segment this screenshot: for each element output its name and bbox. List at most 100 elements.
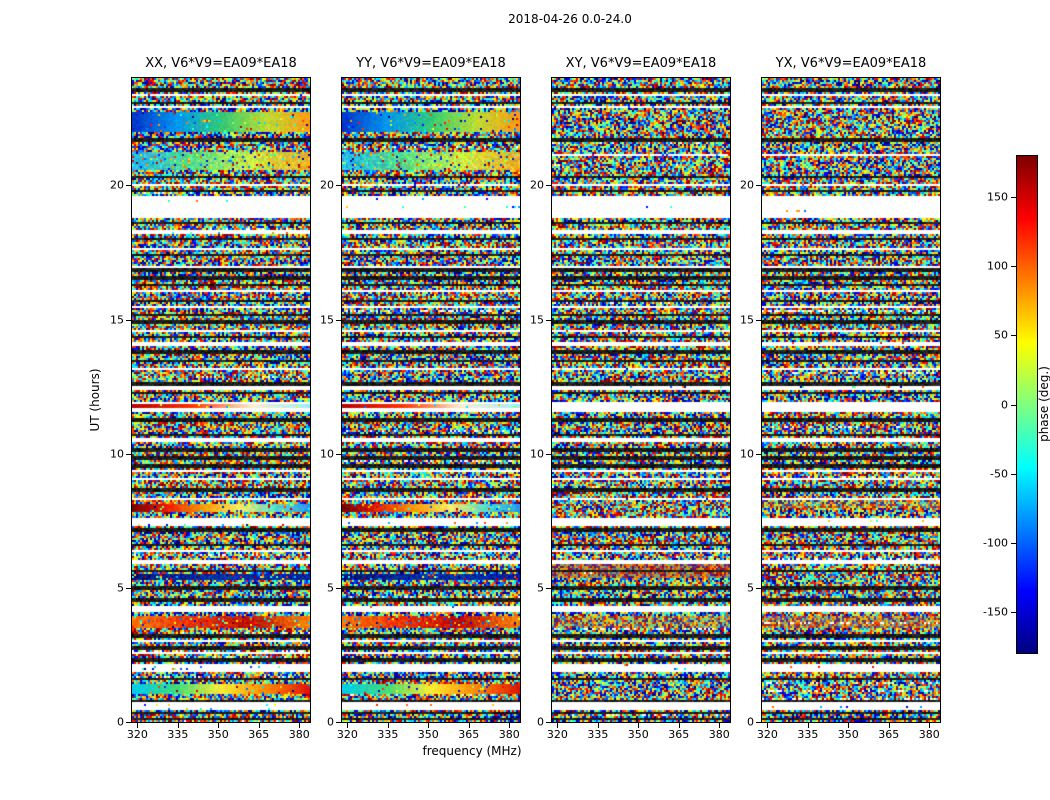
- x-tick-label: 350: [627, 728, 649, 741]
- y-tick-mark: [756, 722, 761, 723]
- x-axis-label: frequency (MHz): [422, 744, 522, 758]
- x-tick-mark: [387, 723, 389, 728]
- y-tick-label: 5: [537, 581, 544, 595]
- colorbar-tick-label: -50: [990, 467, 1008, 481]
- colorbar-tick-label: -150: [983, 605, 1008, 619]
- panel-yy: YY, V6*V9=EA09*EA18 320 335 350 365 380 0 5 10 1…: [320, 56, 521, 741]
- x-tick-label: 335: [377, 728, 399, 741]
- x-tick-label: 320: [756, 728, 778, 741]
- y-tick-mark: [126, 722, 131, 723]
- y-tick-mark: [126, 587, 131, 589]
- y-tick-label: 0: [747, 715, 754, 729]
- x-tick-mark: [767, 723, 769, 728]
- x-tick-mark: [509, 723, 511, 728]
- y-tick-label: 20: [110, 178, 124, 192]
- y-tick-mark: [336, 185, 341, 187]
- x-tick-mark: [299, 723, 301, 728]
- x-tick-label: 335: [797, 728, 819, 741]
- figure-title: 2018-04-26 0.0-24.0: [508, 12, 632, 26]
- x-tick-mark: [848, 723, 850, 728]
- y-tick-label: 10: [320, 447, 334, 461]
- y-tick-mark: [336, 722, 341, 723]
- colorbar: 150 100 50 0 -50 -100 -150: [983, 155, 1038, 654]
- x-tick-mark: [468, 723, 470, 728]
- x-tick-mark: [177, 723, 179, 728]
- colorbar-tick-label: 0: [1001, 398, 1008, 411]
- phase-heatmap-yx: [762, 78, 940, 722]
- x-tick-mark: [678, 723, 680, 728]
- colorbar-tick-mark: [1011, 473, 1016, 475]
- x-tick-label: 350: [837, 728, 859, 741]
- y-tick-label: 5: [117, 581, 124, 595]
- y-tick-mark: [336, 453, 341, 455]
- phase-heatmap-xx: [132, 78, 310, 722]
- y-tick-mark: [336, 587, 341, 589]
- panel-title-yx: YX, V6*V9=EA09*EA18: [775, 56, 927, 71]
- x-tick-mark: [719, 723, 721, 728]
- y-tick-label: 15: [320, 313, 334, 326]
- x-tick-label: 335: [587, 728, 609, 741]
- y-tick-label: 20: [740, 178, 754, 192]
- y-tick-label: 5: [747, 581, 754, 595]
- phase-heatmap-xy: [552, 78, 730, 722]
- colorbar-tick-label: 150: [987, 190, 1008, 204]
- colorbar-tick-label: 50: [994, 328, 1008, 342]
- y-axis-label: UT (hours): [88, 368, 102, 432]
- x-tick-mark: [597, 723, 599, 728]
- x-tick-label: 320: [336, 728, 358, 741]
- x-tick-label: 350: [207, 728, 229, 741]
- x-tick-mark: [218, 723, 220, 728]
- x-tick-mark: [428, 723, 430, 728]
- y-tick-label: 0: [537, 715, 544, 729]
- phase-heatmap-yy: [342, 78, 520, 722]
- panel-title-xy: XY, V6*V9=EA09*EA18: [565, 56, 717, 71]
- y-tick-label: 0: [327, 715, 334, 729]
- y-tick-label: 15: [530, 313, 544, 326]
- y-tick-mark: [546, 185, 551, 187]
- x-tick-mark: [347, 723, 349, 728]
- y-tick-label: 5: [327, 581, 334, 595]
- y-tick-mark: [756, 587, 761, 589]
- x-tick-label: 380: [708, 728, 730, 741]
- colorbar-tick-label: -100: [983, 536, 1008, 550]
- x-tick-label: 365: [248, 728, 270, 741]
- colorbar-gradient: [1017, 156, 1037, 653]
- y-tick-label: 0: [117, 715, 124, 729]
- y-tick-label: 15: [110, 313, 124, 326]
- y-tick-mark: [546, 319, 551, 321]
- colorbar-tick-mark: [1011, 611, 1016, 613]
- y-tick-mark: [126, 453, 131, 455]
- y-tick-mark: [336, 319, 341, 321]
- x-tick-label: 350: [417, 728, 439, 741]
- y-tick-mark: [126, 185, 131, 187]
- x-tick-mark: [929, 723, 931, 728]
- y-tick-mark: [126, 319, 131, 321]
- y-tick-mark: [756, 319, 761, 321]
- y-tick-label: 10: [530, 447, 544, 461]
- x-tick-mark: [888, 723, 890, 728]
- y-tick-mark: [546, 587, 551, 589]
- x-tick-label: 380: [498, 728, 520, 741]
- colorbar-tick-mark: [1011, 266, 1016, 268]
- x-tick-mark: [807, 723, 809, 728]
- colorbar-label: phase (deg.): [1037, 366, 1050, 442]
- y-tick-mark: [756, 185, 761, 187]
- x-tick-label: 380: [918, 728, 940, 741]
- y-tick-label: 20: [530, 178, 544, 192]
- x-tick-label: 380: [288, 728, 310, 741]
- y-tick-mark: [546, 453, 551, 455]
- x-tick-label: 365: [458, 728, 480, 741]
- panel-xx: XX, V6*V9=EA09*EA18 320 335 350 365 380 0 5 10 1…: [110, 56, 311, 741]
- x-tick-mark: [557, 723, 559, 728]
- colorbar-tick-mark: [1011, 197, 1016, 199]
- panel-yx: YX, V6*V9=EA09*EA18 320 335 350 365 380 0 5 10 1…: [740, 56, 941, 741]
- x-tick-label: 365: [878, 728, 900, 741]
- x-tick-label: 365: [668, 728, 690, 741]
- x-tick-label: 320: [126, 728, 148, 741]
- colorbar-tick-mark: [1011, 335, 1016, 337]
- colorbar-tick-mark: [1011, 542, 1016, 544]
- panel-xy: XY, V6*V9=EA09*EA18 320 335 350 365 380 0 5 10 1…: [530, 56, 731, 741]
- x-tick-label: 335: [167, 728, 189, 741]
- panel-title-xx: XX, V6*V9=EA09*EA18: [145, 56, 297, 71]
